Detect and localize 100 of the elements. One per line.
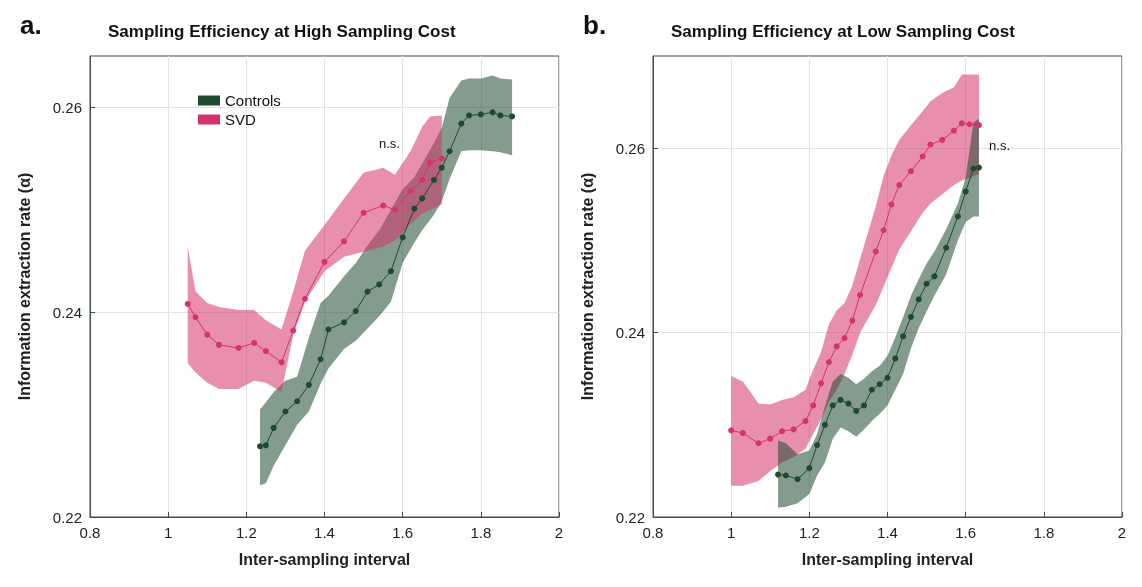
chart-title: Sampling Efficiency at Low Sampling Cost [671, 22, 1016, 41]
point [975, 122, 982, 129]
x-tick-label: 1.6 [955, 524, 977, 541]
x-tick-label: 2 [554, 524, 564, 541]
point [939, 136, 946, 143]
x-axis-title: Inter-sampling interval [801, 550, 974, 568]
point [325, 326, 332, 333]
point [427, 159, 434, 166]
x-tick-label: 0.8 [79, 524, 101, 541]
x-tick-label: 1 [163, 524, 173, 541]
point [872, 248, 879, 255]
point [305, 381, 312, 388]
text: a. [20, 10, 42, 40]
y-axis-title: Information extraction rate (α) [578, 172, 596, 401]
point [466, 112, 473, 119]
x-tick-label: 1 [726, 524, 736, 541]
point [915, 296, 922, 303]
point [341, 238, 348, 245]
point [892, 355, 899, 362]
point [896, 182, 903, 189]
point [419, 195, 426, 202]
point [868, 386, 875, 393]
point [907, 168, 914, 175]
point [341, 319, 348, 326]
point [927, 141, 934, 148]
point [814, 442, 821, 449]
point [407, 188, 414, 195]
point [317, 356, 324, 363]
point [837, 396, 844, 403]
legend-label: SVD [225, 111, 257, 128]
point [775, 471, 782, 478]
point [806, 465, 813, 472]
point [975, 164, 982, 171]
point [262, 442, 269, 449]
point [497, 112, 504, 119]
point [282, 408, 289, 415]
y-tick-label: 0.24 [615, 324, 645, 342]
point [884, 374, 891, 381]
point [235, 344, 242, 351]
point [509, 113, 516, 120]
point [931, 273, 938, 280]
point [262, 348, 269, 355]
point [391, 206, 398, 213]
x-tick-label: 1.8 [1033, 524, 1055, 541]
x-tick-label: 1.8 [470, 524, 492, 541]
point [755, 440, 762, 447]
point [458, 120, 465, 127]
point [419, 176, 426, 183]
point [818, 380, 825, 387]
point [380, 202, 387, 209]
point [728, 427, 735, 434]
x-tick-label: 1.6 [392, 524, 414, 541]
point [829, 402, 836, 409]
point [794, 476, 801, 483]
point [880, 227, 887, 234]
y-tick-label: 0.22 [615, 508, 645, 526]
point [790, 426, 797, 433]
point [360, 209, 367, 216]
point [900, 333, 907, 340]
legend-label: Controls [225, 92, 281, 109]
point [489, 109, 496, 116]
point [192, 314, 199, 321]
point [399, 234, 406, 241]
point [861, 402, 868, 409]
point [251, 339, 258, 346]
point [278, 359, 285, 366]
point [853, 407, 860, 414]
point [352, 308, 359, 315]
point [778, 428, 785, 435]
point [477, 111, 484, 118]
point [950, 127, 957, 134]
point [810, 402, 817, 409]
point [438, 155, 445, 162]
point [387, 268, 394, 275]
point [970, 165, 977, 172]
point [888, 201, 895, 208]
point [966, 121, 973, 128]
point [849, 317, 856, 324]
point [802, 418, 809, 425]
annotation: n.s. [378, 136, 400, 152]
x-tick-label: 1.2 [798, 524, 820, 541]
point [821, 421, 828, 428]
point [376, 281, 383, 288]
point [294, 398, 301, 405]
point [446, 148, 453, 155]
point [767, 435, 774, 442]
point [833, 343, 840, 350]
point [907, 313, 914, 320]
text: b. [583, 10, 607, 40]
y-axis-title: Information extraction rate (α) [15, 172, 33, 401]
point [782, 472, 789, 479]
x-tick-label: 1.4 [877, 524, 898, 541]
y-tick-label: 0.26 [52, 98, 82, 116]
point [290, 327, 297, 334]
point [943, 244, 950, 251]
point [958, 120, 965, 127]
x-tick-label: 1.4 [314, 524, 335, 541]
y-tick-label: 0.26 [615, 139, 645, 157]
annotation: n.s. [989, 138, 1011, 154]
point [184, 300, 191, 307]
